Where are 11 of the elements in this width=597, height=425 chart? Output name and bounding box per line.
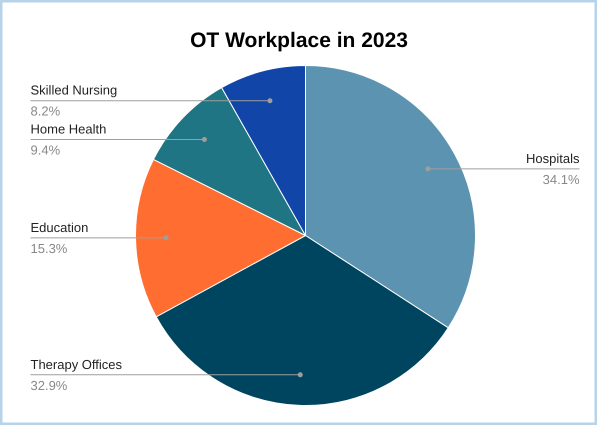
data-label: 34.1% bbox=[542, 172, 580, 187]
slice-label: Home Health bbox=[30, 122, 106, 137]
data-label: 15.3% bbox=[30, 240, 68, 256]
slice-label: Skilled Nursing bbox=[30, 82, 118, 98]
data-label: 8.2% bbox=[30, 104, 61, 119]
chart-title: OT Workplace in 2023 bbox=[190, 29, 408, 52]
slice-label: Education bbox=[30, 220, 88, 235]
data-label: 9.4% bbox=[30, 142, 61, 158]
slice-label: Hospitals bbox=[526, 150, 580, 166]
data-label: 32.9% bbox=[30, 378, 68, 393]
slice-label: Therapy Offices bbox=[30, 356, 123, 372]
